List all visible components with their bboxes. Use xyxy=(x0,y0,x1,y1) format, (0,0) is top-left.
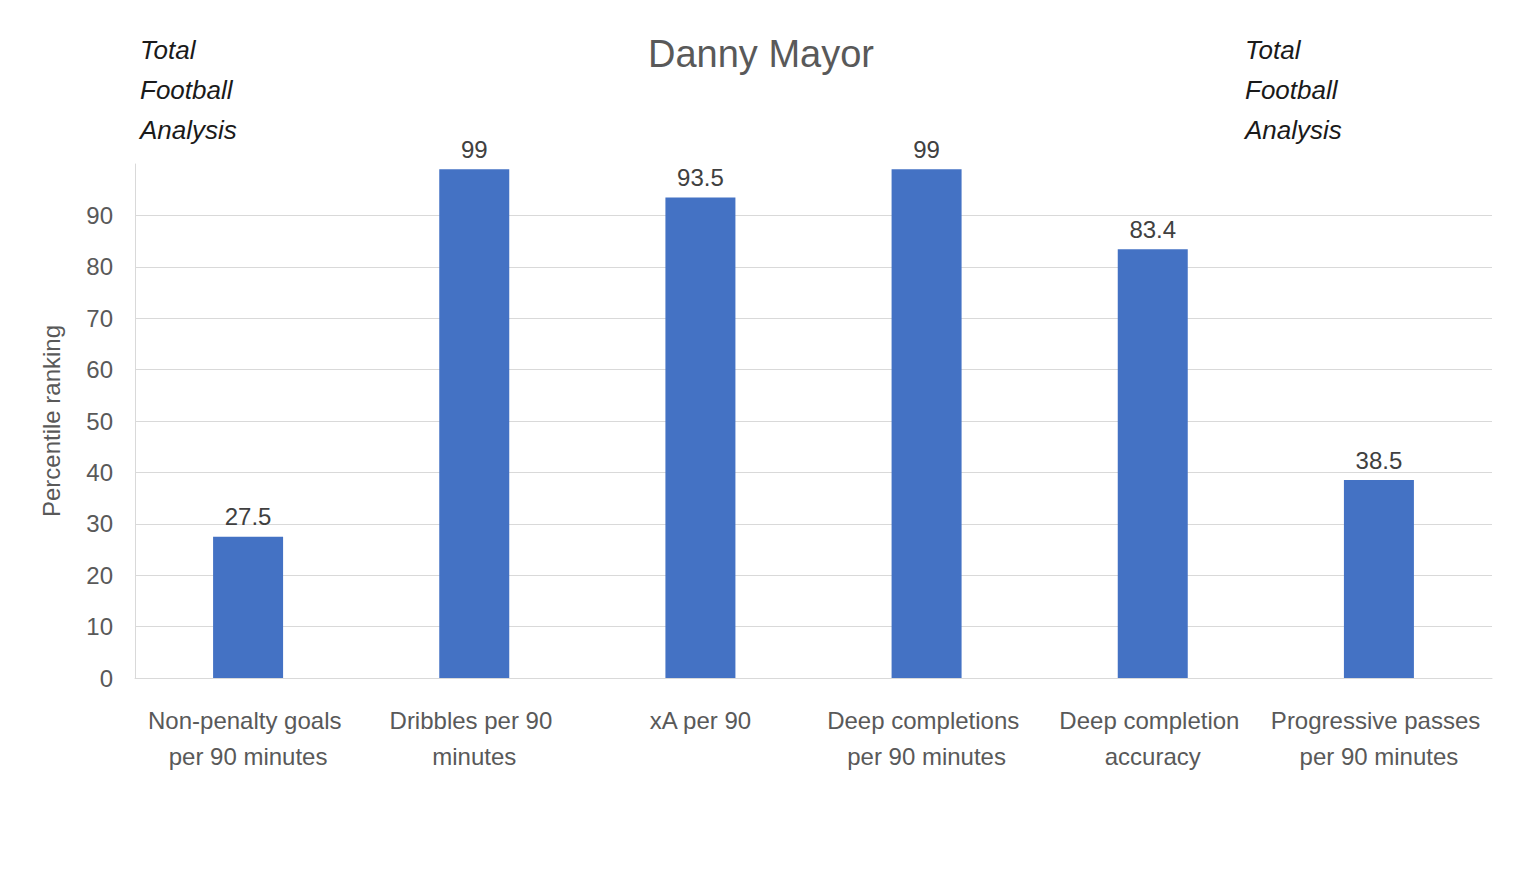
svg-text:40: 40 xyxy=(86,459,113,486)
svg-text:90: 90 xyxy=(86,202,113,229)
svg-text:99: 99 xyxy=(913,136,940,163)
svg-text:30: 30 xyxy=(86,510,113,537)
svg-text:Total: Total xyxy=(1245,35,1302,65)
svg-text:83.4: 83.4 xyxy=(1129,216,1176,243)
svg-text:accuracy: accuracy xyxy=(1105,743,1201,770)
svg-text:Analysis: Analysis xyxy=(138,115,237,145)
svg-text:Deep completions: Deep completions xyxy=(827,707,1026,734)
svg-text:99: 99 xyxy=(461,136,488,163)
svg-text:Percentile ranking: Percentile ranking xyxy=(38,325,65,517)
svg-text:60: 60 xyxy=(86,356,113,383)
svg-text:Football: Football xyxy=(140,75,234,105)
svg-text:per 90 minutes: per 90 minutes xyxy=(169,743,328,770)
svg-text:20: 20 xyxy=(86,562,113,589)
svg-text:27.5: 27.5 xyxy=(225,503,272,530)
svg-text:per 90 minutes: per 90 minutes xyxy=(1300,743,1459,770)
svg-text:Football: Football xyxy=(1245,75,1339,105)
svg-text:Progressive passes: Progressive passes xyxy=(1271,707,1487,734)
svg-text:Analysis: Analysis xyxy=(1243,115,1342,145)
svg-text:Total: Total xyxy=(140,35,197,65)
svg-text:per 90 minutes: per 90 minutes xyxy=(847,743,1006,770)
svg-text:Dribbles per 90: Dribbles per 90 xyxy=(390,707,559,734)
svg-text:93.5: 93.5 xyxy=(677,164,724,191)
svg-text:0: 0 xyxy=(100,665,113,692)
svg-text:50: 50 xyxy=(86,408,113,435)
svg-text:xA per 90: xA per 90 xyxy=(650,707,751,734)
svg-text:10: 10 xyxy=(86,613,113,640)
svg-text:Danny Mayor: Danny Mayor xyxy=(648,33,874,75)
svg-text:Deep completion: Deep completion xyxy=(1059,707,1246,734)
svg-text:80: 80 xyxy=(86,253,113,280)
svg-text:minutes: minutes xyxy=(432,743,516,770)
svg-text:Non-penalty goals: Non-penalty goals xyxy=(148,707,348,734)
svg-text:38.5: 38.5 xyxy=(1356,447,1403,474)
svg-text:70: 70 xyxy=(86,305,113,332)
